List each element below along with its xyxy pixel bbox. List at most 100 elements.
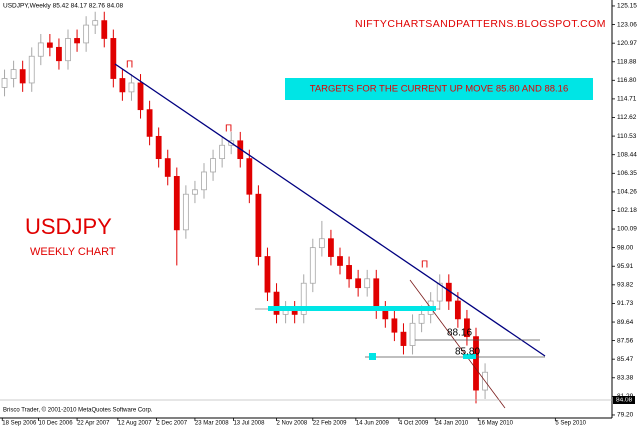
y-tick-label: 95.91 [617, 263, 634, 270]
candle-body [56, 46, 62, 62]
y-tick-label: 118.88 [617, 58, 637, 65]
candle-body [454, 300, 461, 320]
candle-body [19, 69, 26, 84]
x-tick-label: 10 Dec 2006 [39, 421, 74, 426]
y-tick-label: 91.73 [617, 300, 634, 307]
chart-title: USDJPY [25, 214, 112, 239]
chart-header: USDJPY,Weekly 85.42 84.17 82.76 84.08 [3, 3, 123, 10]
y-tick-label: 123.06 [617, 21, 637, 28]
candle-body [255, 193, 262, 257]
candle-body [110, 38, 117, 79]
candle-body [309, 247, 316, 284]
level-band [463, 354, 476, 359]
current-price-box [613, 396, 635, 404]
candle-body [155, 135, 162, 160]
y-tick-label: 87.56 [617, 337, 634, 344]
y-tick-label: 102.18 [617, 207, 637, 214]
y-tick-label: 125.15 [617, 3, 637, 10]
level-band [369, 353, 376, 360]
target-label: 85.80 [455, 347, 480, 358]
candle-body [391, 318, 398, 333]
y-tick-label: 98.00 [617, 244, 634, 251]
y-tick-label: 114.71 [617, 96, 637, 103]
candle-body [409, 322, 416, 346]
note: TARGETS FOR THE CURRENT UP MOVE 85.80 AN… [310, 84, 569, 95]
candle-body [246, 158, 253, 195]
x-tick-label: 2 Nov 2008 [277, 421, 308, 426]
x-tick-label: 13 Jul 2008 [233, 421, 265, 426]
candle-body [318, 238, 325, 249]
x-tick-label: 14 Jun 2009 [356, 421, 390, 426]
candle-body [173, 176, 180, 231]
candle-body [128, 82, 135, 93]
x-tick-label: 18 Sep 2006 [2, 421, 37, 426]
candle-body [164, 158, 171, 177]
candle-body [400, 331, 407, 346]
y-tick-label: 106.35 [617, 170, 637, 177]
candle-body [1, 78, 8, 88]
candle-body [92, 20, 99, 26]
note-box [285, 78, 593, 100]
candle-body [74, 38, 80, 44]
candle-body [137, 82, 144, 111]
candle-body [10, 69, 17, 79]
candle-body [182, 193, 189, 231]
candle-body [46, 42, 53, 48]
y-tick-label: 79.20 [617, 412, 634, 419]
candle-body [382, 309, 389, 320]
peak-marker: Π [126, 60, 133, 71]
current-price-label: 84.08 [616, 397, 633, 404]
x-tick-label: 4 Oct 2009 [399, 421, 429, 426]
x-tick-label: 24 Jan 2010 [435, 421, 469, 426]
footer: Brisco Trader, © 2001-2010 MetaQuotes So… [3, 407, 153, 414]
candle-body [201, 171, 207, 191]
y-tick-label: 89.64 [617, 319, 634, 326]
x-tick-label: 22 Feb 2009 [313, 421, 347, 426]
x-tick-label: 5 Sep 2010 [555, 421, 586, 426]
x-tick-label: 16 May 2010 [478, 421, 513, 426]
chart-subtitle: WEEKLY CHART [30, 246, 116, 258]
candle-body [28, 55, 35, 84]
y-tick-label: 108.44 [617, 151, 637, 158]
candle-body [464, 318, 470, 338]
candle-body [436, 282, 443, 302]
y-tick-label: 93.82 [617, 282, 634, 289]
y-tick-label: 116.80 [617, 77, 637, 84]
candle-body [119, 78, 126, 93]
candle-body [273, 291, 280, 315]
y-tick-label: 85.47 [617, 356, 634, 363]
candle-body [146, 109, 153, 137]
candle-body [300, 282, 307, 315]
candle-body [101, 20, 108, 39]
y-tick-label: 100.09 [617, 226, 637, 233]
y-tick-label: 112.62 [617, 114, 637, 121]
candle-body [219, 144, 226, 160]
candle-body [373, 278, 380, 311]
candle-body [418, 313, 425, 324]
candle-body [473, 336, 479, 391]
candle-body [328, 238, 334, 257]
candle-body [264, 256, 271, 293]
target-label: 88.16 [447, 328, 472, 339]
y-tick-label: 81.29 [617, 393, 634, 400]
y-tick-label: 83.38 [617, 374, 634, 381]
y-tick-label: 110.53 [617, 133, 637, 140]
trend-line [409, 279, 506, 409]
x-tick-label: 2 Dec 2007 [156, 421, 187, 426]
y-tick-label: 104.26 [617, 189, 637, 196]
watermark: NIFTYCHARTSANDPATTERNS.BLOGSPOT.COM [355, 18, 606, 30]
y-tick-label: 120.97 [617, 40, 637, 47]
candle-body [210, 158, 216, 173]
candle-body [37, 42, 44, 57]
candle-body [192, 189, 198, 195]
candle-body [346, 265, 352, 280]
peak-marker: Π [225, 124, 232, 135]
candle-body [65, 38, 71, 62]
trend-line [114, 63, 546, 357]
candle-body [364, 278, 371, 289]
x-tick-label: 23 Mar 2008 [195, 421, 229, 426]
x-tick-label: 22 Apr 2007 [77, 421, 110, 426]
peak-marker: Π [421, 260, 428, 271]
